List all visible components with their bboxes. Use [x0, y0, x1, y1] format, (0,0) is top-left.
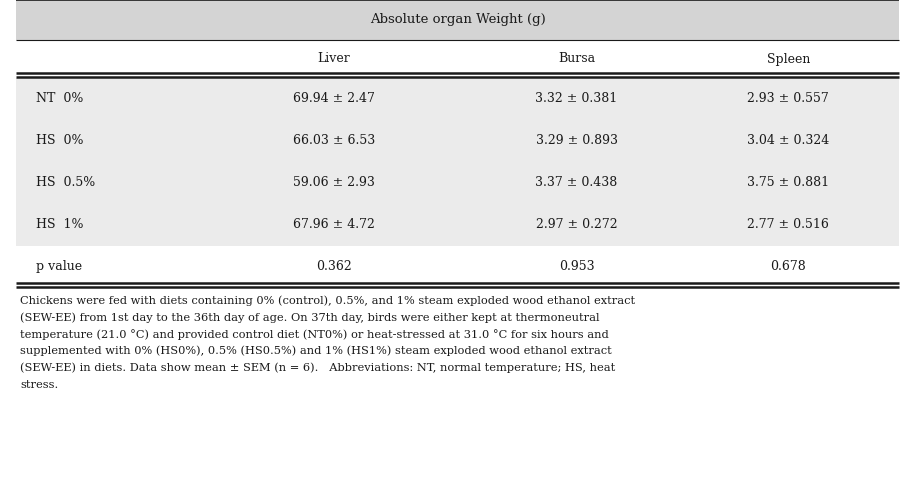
- Text: (SEW-EE) from 1st day to the 36th day of age. On 37th day, birds were either kep: (SEW-EE) from 1st day to the 36th day of…: [20, 312, 599, 322]
- Text: HS  1%: HS 1%: [36, 219, 83, 232]
- Text: 2.77 ± 0.516: 2.77 ± 0.516: [748, 219, 829, 232]
- Text: supplemented with 0% (HS0%), 0.5% (HS0.5%) and 1% (HS1%) steam exploded wood eth: supplemented with 0% (HS0%), 0.5% (HS0.5…: [20, 346, 612, 356]
- Text: Absolute organ Weight (g): Absolute organ Weight (g): [370, 13, 545, 26]
- Text: Spleen: Spleen: [767, 52, 810, 65]
- Text: Liver: Liver: [318, 52, 350, 65]
- Text: 0.362: 0.362: [317, 260, 352, 273]
- Text: temperature (21.0 °C) and provided control diet (NT0%) or heat-stressed at 31.0 : temperature (21.0 °C) and provided contr…: [20, 329, 608, 340]
- Bar: [16, 120, 899, 162]
- Text: 2.93 ± 0.557: 2.93 ± 0.557: [748, 92, 829, 105]
- Text: 69.94 ± 2.47: 69.94 ± 2.47: [293, 92, 375, 105]
- Bar: [16, 78, 899, 120]
- Text: 3.37 ± 0.438: 3.37 ± 0.438: [535, 177, 618, 190]
- Bar: [16, 246, 899, 288]
- Text: NT  0%: NT 0%: [36, 92, 83, 105]
- Text: 59.06 ± 2.93: 59.06 ± 2.93: [293, 177, 375, 190]
- Text: stress.: stress.: [20, 380, 59, 390]
- Text: Bursa: Bursa: [558, 52, 595, 65]
- Text: 67.96 ± 4.72: 67.96 ± 4.72: [293, 219, 375, 232]
- Bar: [16, 204, 899, 246]
- Text: HS  0%: HS 0%: [36, 135, 83, 148]
- Text: 3.75 ± 0.881: 3.75 ± 0.881: [748, 177, 829, 190]
- Bar: [16, 162, 899, 204]
- Text: 66.03 ± 6.53: 66.03 ± 6.53: [293, 135, 375, 148]
- Text: p value: p value: [36, 260, 82, 273]
- Text: 0.953: 0.953: [559, 260, 595, 273]
- Text: 3.32 ± 0.381: 3.32 ± 0.381: [535, 92, 618, 105]
- Text: Chickens were fed with diets containing 0% (control), 0.5%, and 1% steam explode: Chickens were fed with diets containing …: [20, 295, 635, 305]
- Bar: [16, 40, 899, 78]
- Text: 2.97 ± 0.272: 2.97 ± 0.272: [536, 219, 618, 232]
- Text: 0.678: 0.678: [770, 260, 806, 273]
- Bar: [16, 0, 899, 40]
- Text: HS  0.5%: HS 0.5%: [36, 177, 95, 190]
- Text: (SEW-EE) in diets. Data show mean ± SEM (n = 6).   Abbreviations: NT, normal tem: (SEW-EE) in diets. Data show mean ± SEM …: [20, 363, 616, 373]
- Bar: [16, 288, 899, 499]
- Text: 3.04 ± 0.324: 3.04 ± 0.324: [748, 135, 829, 148]
- Text: 3.29 ± 0.893: 3.29 ± 0.893: [535, 135, 618, 148]
